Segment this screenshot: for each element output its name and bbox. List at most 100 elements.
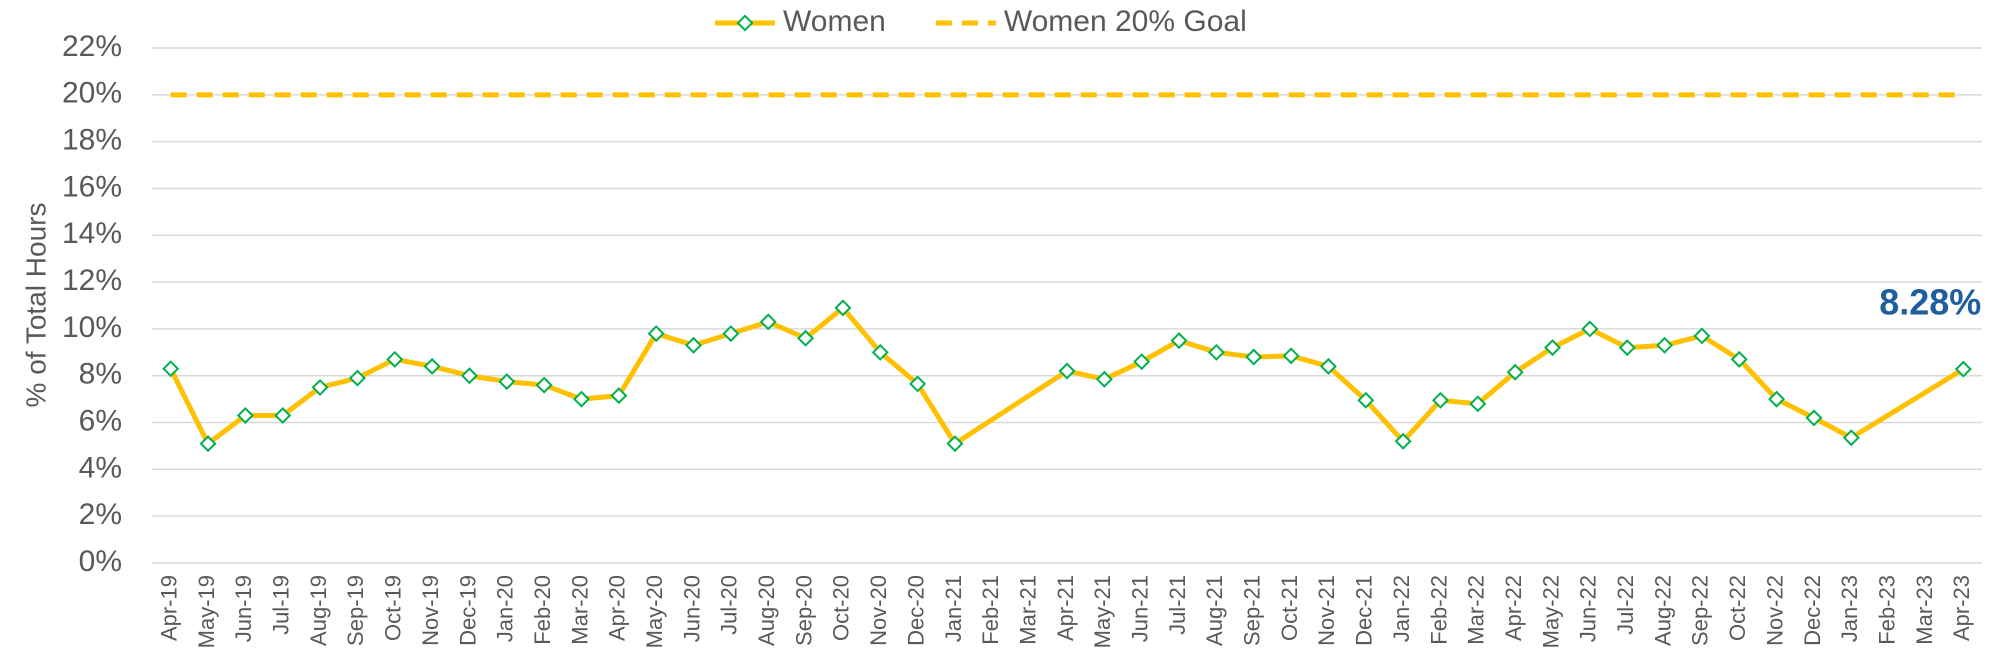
x-tick-label: Mar-20 [567,575,592,645]
marker [1805,409,1823,427]
marker [1394,432,1412,450]
marker [1207,343,1225,361]
series-line [168,305,958,447]
marker [386,350,404,368]
marker [759,313,777,331]
x-tick-label: Jul-20 [717,575,742,635]
marker [946,435,964,453]
marker [274,407,292,425]
marker [1730,350,1748,368]
series-line-bridge [952,368,1070,447]
x-tick-label: Jan-23 [1837,575,1862,642]
x-tick-label: Jan-22 [1389,575,1414,642]
marker [1506,363,1524,381]
x-tick-label: Oct-21 [1277,575,1302,641]
x-tick-label: Oct-19 [381,575,406,641]
x-tick-label: Aug-19 [306,575,331,646]
y-tick-label: 0% [79,545,122,578]
marker [1133,353,1151,371]
marker [1282,347,1300,365]
marker [1170,332,1188,350]
legend-label: Women [783,5,886,38]
x-tick-label: May-20 [642,575,667,648]
x-tick-label: Aug-22 [1650,575,1675,646]
x-tick-label: Jun-22 [1576,575,1601,642]
marker [1954,360,1972,378]
x-tick-label: Jan-20 [493,575,518,642]
x-tick-label: Jul-21 [1165,575,1190,635]
marker [1581,320,1599,338]
marker [1656,336,1674,354]
marker [1469,395,1487,413]
marker [460,367,478,385]
marker [1768,390,1786,408]
y-tick-label: 14% [62,217,122,250]
x-tick-label: Mar-22 [1464,575,1489,645]
x-tick-label: Sep-20 [791,575,816,646]
y-tick-label: 6% [79,404,122,437]
x-tick-label: Oct-20 [829,575,854,641]
x-tick-label: Apr-20 [605,575,630,641]
x-tick-label: Sep-19 [343,575,368,646]
legend-label: Women 20% Goal [1004,5,1247,38]
x-tick-label: Apr-23 [1949,575,1974,641]
y-tick-label: 10% [62,311,122,344]
marker [1842,429,1860,447]
y-tick-label: 18% [62,124,122,157]
series-line [1066,326,1853,444]
y-axis-label: % of Total Hours [20,203,51,408]
marker [610,387,628,405]
x-tick-label: Feb-20 [530,575,555,645]
x-tick-label: Nov-19 [418,575,443,646]
marker [909,375,927,393]
x-tick-label: Nov-20 [866,575,891,646]
series-line-bridge [1848,366,1966,441]
x-tick-label: Feb-21 [978,575,1003,645]
x-tick-label: Apr-22 [1501,575,1526,641]
x-tick-label: Apr-19 [156,575,181,641]
y-tick-label: 8% [79,358,122,391]
x-tick-label: Jul-19 [269,575,294,635]
x-tick-label: Aug-20 [754,575,779,646]
x-tick-label: Oct-22 [1725,575,1750,641]
y-tick-label: 2% [79,498,122,531]
x-tick-label: Jan-21 [941,575,966,642]
marker [423,357,441,375]
marker [1357,391,1375,409]
x-tick-label: Dec-19 [455,575,480,646]
marker [1245,348,1263,366]
x-tick-label: Nov-22 [1762,575,1787,646]
marker [236,407,254,425]
marker [1058,362,1076,380]
y-tick-label: 4% [79,451,122,484]
marker [573,390,590,408]
marker [162,360,180,378]
marker [311,378,329,396]
x-tick-label: Apr-21 [1053,575,1078,641]
x-tick-label: Nov-21 [1314,575,1339,646]
x-tick-label: May-22 [1538,575,1563,648]
x-tick-label: Aug-21 [1202,575,1227,646]
x-tick-label: Feb-23 [1874,575,1899,645]
marker [1544,339,1561,357]
marker [647,325,665,343]
marker [1319,357,1337,375]
x-tick-label: Jul-22 [1613,575,1638,635]
marker [348,369,366,387]
x-tick-label: Dec-22 [1800,575,1825,646]
data-label: 8.28% [1879,282,1981,323]
y-tick-label: 20% [62,77,122,110]
y-tick-label: 16% [62,170,122,203]
marker [722,325,740,343]
marker [1618,339,1636,357]
legend-marker [736,14,754,32]
x-tick-label: May-19 [194,575,219,648]
marker [199,435,217,453]
marker [685,336,703,354]
marker [1431,391,1449,409]
x-tick-label: Sep-22 [1688,575,1713,646]
x-tick-label: Jun-19 [231,575,256,642]
marker [535,376,553,394]
x-tick-label: Mar-21 [1015,575,1040,645]
